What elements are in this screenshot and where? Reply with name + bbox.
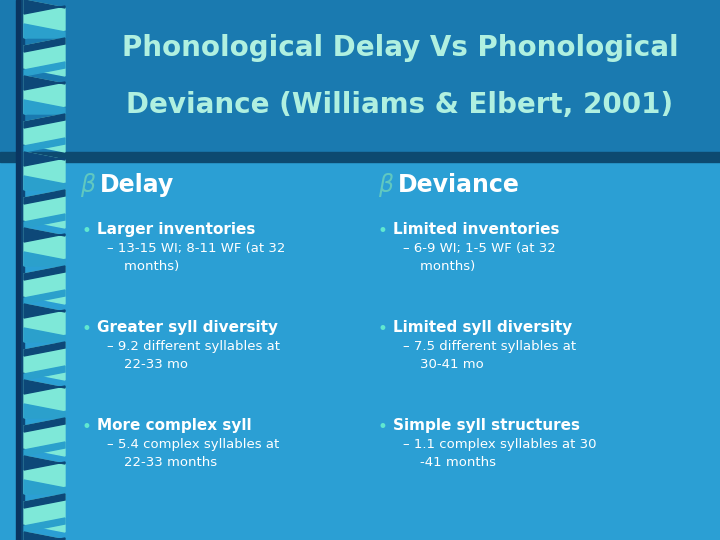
Polygon shape: [24, 366, 65, 380]
Bar: [18, 190, 24, 228]
Polygon shape: [24, 76, 65, 114]
Bar: [18, 418, 24, 456]
Text: Deviance (Williams & Elbert, 2001): Deviance (Williams & Elbert, 2001): [127, 91, 674, 119]
Polygon shape: [24, 138, 65, 152]
Polygon shape: [24, 304, 65, 318]
Text: Limited syll diversity: Limited syll diversity: [393, 320, 572, 335]
Bar: [18, 152, 24, 190]
Polygon shape: [24, 252, 65, 266]
Polygon shape: [24, 38, 65, 52]
Polygon shape: [24, 442, 65, 456]
Bar: [18, 456, 24, 494]
Bar: [18, 38, 24, 76]
Polygon shape: [24, 76, 65, 90]
Polygon shape: [24, 380, 65, 394]
Polygon shape: [24, 494, 65, 508]
Text: β: β: [378, 173, 393, 197]
Polygon shape: [24, 328, 65, 342]
Text: – 7.5 different syllables at
    30-41 mo: – 7.5 different syllables at 30-41 mo: [403, 340, 576, 371]
Polygon shape: [24, 24, 65, 38]
Polygon shape: [24, 494, 65, 532]
Text: – 6-9 WI; 1-5 WF (at 32
    months): – 6-9 WI; 1-5 WF (at 32 months): [403, 242, 556, 273]
Bar: [18, 494, 24, 532]
Text: Phonological Delay Vs Phonological: Phonological Delay Vs Phonological: [122, 34, 678, 62]
Polygon shape: [24, 532, 65, 540]
Polygon shape: [24, 190, 65, 228]
Polygon shape: [24, 176, 65, 190]
Text: More complex syll: More complex syll: [97, 418, 251, 433]
Polygon shape: [24, 380, 65, 418]
Bar: [18, 304, 24, 342]
Bar: [18, 380, 24, 418]
Polygon shape: [24, 456, 65, 470]
Text: Limited inventories: Limited inventories: [393, 222, 559, 237]
Polygon shape: [24, 266, 65, 280]
Polygon shape: [24, 38, 65, 76]
Polygon shape: [24, 304, 65, 342]
Text: •: •: [378, 320, 388, 338]
Polygon shape: [24, 518, 65, 532]
Bar: [0, 0, 720, 152]
Bar: [18, 0, 24, 38]
Polygon shape: [24, 290, 65, 304]
Polygon shape: [24, 404, 65, 418]
Text: – 13-15 WI; 8-11 WF (at 32
    months): – 13-15 WI; 8-11 WF (at 32 months): [107, 242, 285, 273]
Polygon shape: [24, 266, 65, 304]
Polygon shape: [24, 532, 65, 540]
Polygon shape: [24, 418, 65, 432]
Bar: [18, 342, 24, 380]
Polygon shape: [24, 114, 65, 128]
Text: Simple syll structures: Simple syll structures: [393, 418, 580, 433]
Polygon shape: [24, 100, 65, 114]
Text: Greater syll diversity: Greater syll diversity: [97, 320, 278, 335]
Polygon shape: [24, 214, 65, 228]
Bar: [18, 76, 24, 114]
Polygon shape: [24, 62, 65, 76]
Bar: [16, 0, 20, 540]
Text: – 1.1 complex syllables at 30
    -41 months: – 1.1 complex syllables at 30 -41 months: [403, 438, 596, 469]
Polygon shape: [24, 228, 65, 242]
Bar: [18, 228, 24, 266]
Polygon shape: [24, 152, 65, 190]
Text: β: β: [80, 173, 95, 197]
Polygon shape: [24, 190, 65, 204]
Text: •: •: [378, 418, 388, 436]
Polygon shape: [24, 114, 65, 152]
Text: – 9.2 different syllables at
    22-33 mo: – 9.2 different syllables at 22-33 mo: [107, 340, 280, 371]
Text: Larger inventories: Larger inventories: [97, 222, 256, 237]
Text: Delay: Delay: [100, 173, 174, 197]
Polygon shape: [24, 480, 65, 494]
Text: •: •: [378, 222, 388, 240]
Polygon shape: [24, 456, 65, 494]
Text: •: •: [82, 418, 92, 436]
Text: Deviance: Deviance: [398, 173, 520, 197]
Text: •: •: [82, 222, 92, 240]
Bar: [18, 532, 24, 540]
Polygon shape: [24, 0, 65, 38]
Bar: [18, 266, 24, 304]
Polygon shape: [24, 418, 65, 456]
Polygon shape: [24, 152, 65, 166]
Polygon shape: [24, 342, 65, 356]
Bar: [18, 114, 24, 152]
Polygon shape: [24, 0, 65, 14]
Polygon shape: [24, 228, 65, 266]
Text: •: •: [82, 320, 92, 338]
Polygon shape: [24, 342, 65, 380]
Text: – 5.4 complex syllables at
    22-33 months: – 5.4 complex syllables at 22-33 months: [107, 438, 279, 469]
Bar: [0, 152, 720, 162]
